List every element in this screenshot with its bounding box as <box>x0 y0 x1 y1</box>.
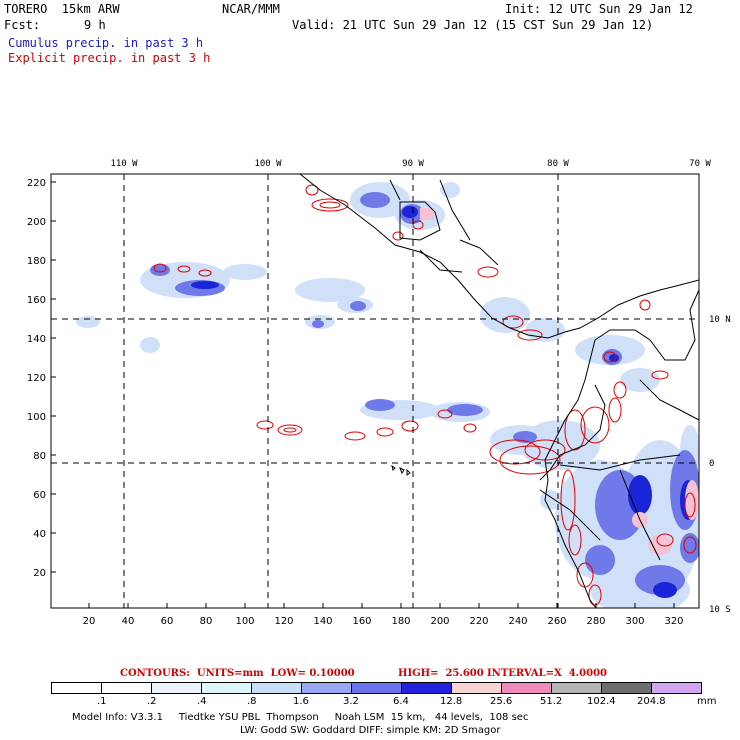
explicit-precip-label: Explicit precip. in past 3 h <box>8 51 211 65</box>
y-label: 200 <box>27 217 46 228</box>
legend-swatch <box>151 682 202 694</box>
lon-label: 70 W <box>689 159 711 169</box>
lon-label: 90 W <box>402 159 424 169</box>
legend-swatch <box>501 682 552 694</box>
legend-swatch <box>601 682 652 694</box>
legend-colorbar <box>51 682 702 694</box>
x-label: 60 <box>161 616 174 627</box>
legend-threshold: .4 <box>197 696 207 707</box>
x-label: 280 <box>586 616 605 627</box>
x-label: 260 <box>547 616 566 627</box>
cumulus-precip-label: Cumulus precip. in past 3 h <box>8 36 204 50</box>
y-label: 180 <box>27 256 46 267</box>
legend-swatch <box>251 682 302 694</box>
latlon-grid <box>51 174 699 608</box>
legend-threshold: 51.2 <box>540 696 563 707</box>
legend-swatch <box>301 682 352 694</box>
axis-ticks <box>51 181 675 608</box>
x-label: 80 <box>200 616 213 627</box>
x-axis-labels: 20 40 60 80 100 120 140 160 180 200 220 … <box>83 616 684 627</box>
legend-swatch <box>51 682 102 694</box>
x-label: 20 <box>83 616 96 627</box>
lon-label: 80 W <box>547 159 569 169</box>
x-label: 320 <box>664 616 683 627</box>
forecast-hours: 9 h <box>84 18 106 32</box>
legend-threshold: 102.4 <box>587 696 616 707</box>
legend-swatch <box>351 682 402 694</box>
x-label: 160 <box>352 616 371 627</box>
y-label: 60 <box>33 490 46 501</box>
contours-units: CONTOURS: UNITS=mm LOW= 0.10000 <box>120 668 355 679</box>
legend-threshold: .1 <box>97 696 107 707</box>
init-time: Init: 12 UTC Sun 29 Jan 12 <box>505 2 693 16</box>
legend-swatch <box>101 682 152 694</box>
org-label: NCAR/MMM <box>222 2 280 16</box>
forecast-label: Fcst: <box>4 18 41 32</box>
y-label: 20 <box>33 568 46 579</box>
legend-threshold: 204.8 <box>637 696 666 707</box>
x-label: 120 <box>274 616 293 627</box>
y-label: 100 <box>27 412 46 423</box>
x-label: 40 <box>122 616 135 627</box>
lat-label: 10 N <box>709 315 731 325</box>
legend-threshold: 3.2 <box>343 696 359 707</box>
lat-label: 0 <box>709 459 714 469</box>
x-label: 300 <box>625 616 644 627</box>
longitude-labels: 110 W 100 W 90 W 80 W 70 W <box>110 159 711 169</box>
legend-swatch <box>651 682 702 694</box>
legend-swatch <box>201 682 252 694</box>
coastlines <box>299 174 699 608</box>
latitude-labels: 10 N 0 10 S <box>709 315 731 615</box>
precip-map: 220 200 180 160 140 120 100 80 60 40 20 … <box>27 159 731 627</box>
y-label: 80 <box>33 451 46 462</box>
model-info-line2: LW: Godd SW: Goddard DIFF: simple KM: 2D… <box>240 725 501 736</box>
lon-label: 100 W <box>254 159 282 169</box>
model-title: TORERO 15km ARW <box>4 2 120 16</box>
legend-threshold: 6.4 <box>393 696 409 707</box>
x-label: 220 <box>469 616 488 627</box>
contours-interval: INTERVAL=X 4.0000 <box>487 668 607 679</box>
x-label: 240 <box>508 616 527 627</box>
y-label: 40 <box>33 529 46 540</box>
lat-label: 10 S <box>709 605 731 615</box>
y-label: 220 <box>27 178 46 189</box>
legend-swatch <box>401 682 452 694</box>
legend-threshold: .8 <box>247 696 257 707</box>
y-label: 140 <box>27 334 46 345</box>
valid-time: Valid: 21 UTC Sun 29 Jan 12 (15 CST Sun … <box>292 18 654 32</box>
x-label: 100 <box>235 616 254 627</box>
y-label: 160 <box>27 295 46 306</box>
legend-threshold: 1.6 <box>293 696 309 707</box>
x-label: 200 <box>430 616 449 627</box>
legend-threshold: 25.6 <box>490 696 513 707</box>
legend-threshold: .2 <box>147 696 157 707</box>
lon-label: 110 W <box>110 159 138 169</box>
legend-threshold: 12.8 <box>440 696 463 707</box>
x-label: 180 <box>391 616 410 627</box>
legend-unit: mm <box>697 696 717 707</box>
x-label: 140 <box>313 616 332 627</box>
map-frame <box>50 173 700 609</box>
model-info-line1: Model Info: V3.3.1 Tiedtke YSU PBL Thomp… <box>72 712 529 723</box>
precip-fields <box>76 174 699 608</box>
contours-high: HIGH= 25.600 <box>398 668 484 679</box>
legend-swatch <box>551 682 602 694</box>
y-axis-labels: 220 200 180 160 140 120 100 80 60 40 20 <box>27 178 46 579</box>
cumulus-mid-areas <box>150 192 699 595</box>
legend-swatch <box>451 682 502 694</box>
y-label: 120 <box>27 373 46 384</box>
